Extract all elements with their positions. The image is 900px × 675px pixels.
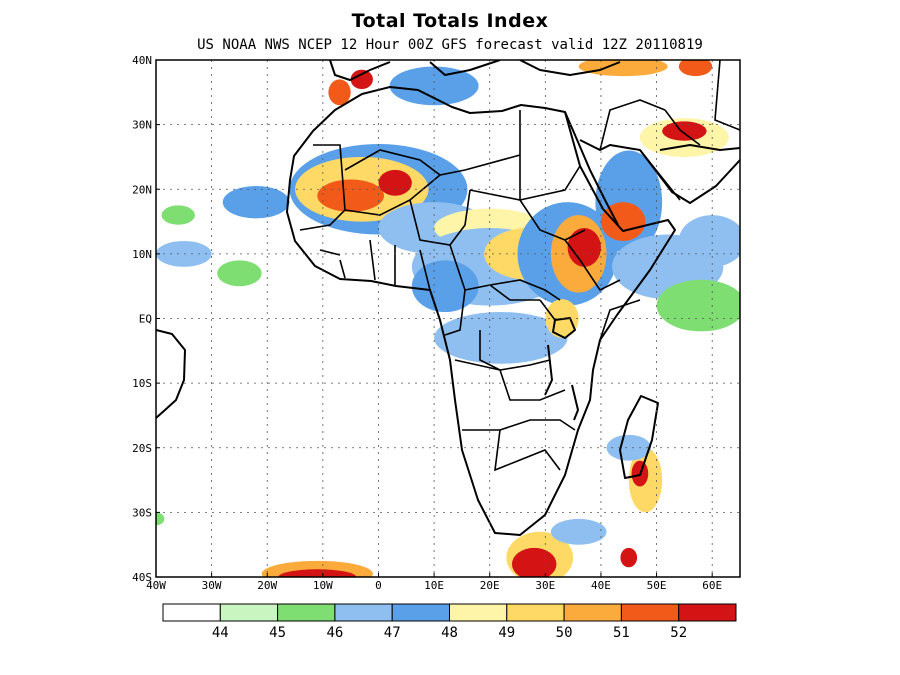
index-region-28: [578, 60, 668, 77]
lake-victoria: [552, 317, 576, 339]
colorbar-label: 51: [613, 625, 630, 641]
index-region-32: [606, 434, 652, 461]
lon-tick-label: 30W: [202, 579, 222, 592]
index-region-1: [161, 205, 195, 225]
index-region-37: [511, 547, 557, 577]
country-borders-layer: [299, 60, 740, 472]
index-region-35: [278, 569, 357, 577]
lon-tick-label: 50E: [647, 579, 667, 592]
lon-tick-label: 20E: [480, 579, 500, 592]
colorbar-swatch-6: [506, 603, 565, 622]
colorbar-label: 48: [441, 625, 458, 641]
colorbar-label: 44: [212, 625, 229, 641]
lat-tick-label: 20S: [132, 442, 152, 455]
index-region-2: [222, 186, 290, 219]
index-region-26: [328, 79, 351, 106]
index-region-16: [567, 228, 601, 267]
index-region-18: [600, 202, 646, 241]
index-region-38: [550, 518, 607, 545]
lon-tick-label: 0: [375, 579, 382, 592]
africa-coastline: [286, 86, 676, 536]
axis-labels: 40W 30W 20W 10W 0 10E 20E 30E 40E 50E 60E 40N 30N 20N…: [132, 54, 722, 592]
index-region-39: [156, 512, 165, 526]
lat-tick-label: EQ: [139, 313, 152, 326]
index-region-24: [662, 121, 707, 141]
colorbar-swatch-3: [334, 603, 393, 622]
lake-tanganyika: [544, 344, 553, 396]
index-region-3: [217, 260, 262, 287]
colorbar-label: 47: [384, 625, 401, 641]
index-region-33: [620, 547, 638, 568]
index-region-6: [317, 179, 385, 212]
colorbar-swatch-1: [219, 603, 279, 622]
index-region-12: [411, 260, 479, 313]
index-region-7: [378, 169, 412, 196]
chart-title: Total Totals Index: [351, 10, 549, 32]
lon-tick-label: 20W: [257, 579, 277, 592]
madagascar-coastline: [619, 395, 659, 479]
red-sea-coastline: [564, 111, 619, 226]
index-region-25: [389, 66, 479, 106]
europe-coastline: [329, 60, 621, 81]
colorbar-swatch-4: [391, 603, 451, 622]
lon-tick-label: 30E: [535, 579, 555, 592]
index-region-27: [350, 69, 373, 90]
lat-tick-label: 40S: [132, 571, 152, 584]
colorbar-label: 50: [556, 625, 573, 641]
chart-subtitle: US NOAA NWS NCEP 12 Hour 00Z GFS forecas…: [197, 37, 703, 53]
colorbar-swatch-9: [678, 603, 737, 622]
index-region-29: [678, 60, 713, 77]
lon-tick-label: 60E: [702, 579, 722, 592]
colorbar-swatch-5: [449, 603, 508, 622]
colorbar: 44 45 46 47 48 49 50 51 52: [162, 603, 737, 641]
lat-tick-label: 30N: [132, 119, 152, 132]
colorbar-swatch-8: [620, 603, 680, 622]
lat-tick-label: 40N: [132, 54, 152, 67]
colorbar-swatch-0: [162, 603, 221, 622]
border-lines: [299, 60, 740, 472]
colorbar-label: 46: [326, 625, 343, 641]
colorbar-label: 45: [269, 625, 286, 641]
lat-tick-label: 20N: [132, 183, 152, 196]
lon-tick-label: 40E: [591, 579, 611, 592]
iran-coastline: [659, 144, 740, 151]
lon-tick-label: 10W: [313, 579, 333, 592]
lat-tick-label: 10S: [132, 377, 152, 390]
coastline-layer: [156, 60, 740, 536]
lat-tick-label: 30S: [132, 506, 152, 519]
colorbar-swatch-7: [563, 603, 622, 622]
lon-tick-label: 40W: [146, 579, 166, 592]
lake-malawi: [571, 384, 579, 421]
south-america-coastline: [156, 329, 186, 419]
colorbar-label: 52: [670, 625, 687, 641]
lat-tick-label: 10N: [132, 248, 152, 261]
index-region-0: [156, 240, 212, 267]
colorbar-swatch-2: [277, 603, 336, 622]
index-region-21: [656, 279, 740, 332]
index-region-13: [434, 312, 568, 364]
colorbar-label: 49: [498, 625, 515, 641]
lon-tick-label: 10E: [424, 579, 444, 592]
